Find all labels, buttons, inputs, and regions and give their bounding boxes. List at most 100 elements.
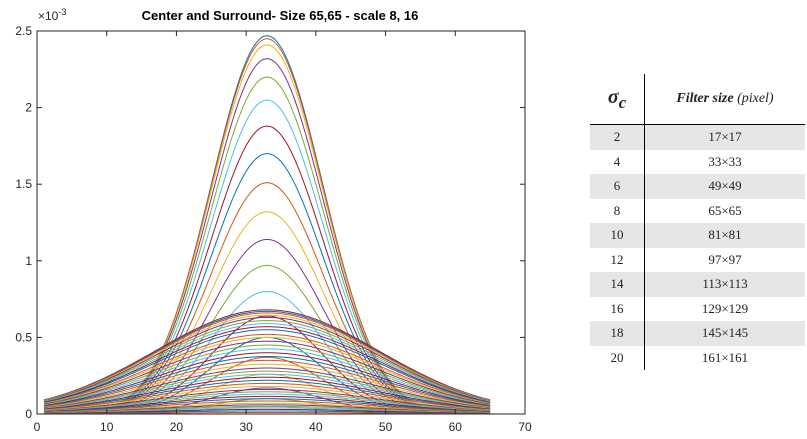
- x-tick-label: 60: [449, 420, 463, 434]
- x-tick-label: 0: [34, 420, 41, 434]
- table-body: 2 17×17 4 33×33 6 49×49 8 65×65 10 81×81 12 97×97 14…: [590, 124, 805, 370]
- curve-sigma16-31: [43, 400, 491, 413]
- filter-size-header-unit: (pixel): [733, 91, 774, 106]
- curve-sigma16-1: [43, 309, 491, 401]
- curve-sigma16-35: [43, 407, 491, 414]
- sigma-cell: 12: [590, 247, 645, 272]
- y-tick-label: 0: [25, 407, 32, 421]
- sigma-cell: 18: [590, 321, 645, 346]
- curve-sigma16-29: [43, 395, 491, 413]
- curve-sigma16-4: [43, 314, 491, 402]
- sigma-cell: 8: [590, 198, 645, 223]
- curve-sigma16-36: [43, 408, 491, 414]
- curve-sigma16-21: [43, 373, 491, 410]
- filter-size-cell: 33×33: [708, 153, 742, 169]
- table-row: 14 113×113: [590, 272, 805, 297]
- table-row: 2 17×17: [590, 124, 805, 150]
- filter-size-table: σc Filter size (pixel) 2 17×17 4 33×33 6 49×4…: [590, 74, 805, 370]
- table-row: 12 97×97: [590, 247, 805, 272]
- curve-sigma16-15: [43, 352, 491, 407]
- curve-group: [43, 35, 491, 415]
- curve-sigma8-6: [43, 99, 491, 415]
- y-tick-label: 0.5: [15, 330, 32, 344]
- curve-sigma16-27: [43, 391, 491, 412]
- curve-sigma16-34: [43, 405, 491, 414]
- filter-size-cell: 129×129: [701, 300, 749, 316]
- curve-sigma16-24: [43, 382, 491, 411]
- curve-sigma16-32: [43, 402, 491, 414]
- curve-sigma16-18: [43, 363, 491, 408]
- curve-sigma16-16: [43, 356, 491, 407]
- y-exponent-power: -3: [58, 7, 66, 17]
- filter-size-cell: 65×65: [708, 202, 742, 218]
- curve-sigma16-2: [43, 310, 491, 401]
- curve-sigma8-5: [43, 76, 491, 415]
- curve-sigma16-17: [43, 359, 491, 408]
- y-exponent-label: ×10-3: [38, 7, 66, 23]
- tick-group: 0 10 20 30 40 50 60 70 0 0.5 1 1.5 2 2.5: [15, 24, 532, 434]
- y-tick-label: 1: [25, 254, 32, 268]
- curve-sigma16-20: [43, 370, 491, 409]
- y-tick-label: 2: [25, 101, 32, 115]
- x-tick-label: 20: [170, 420, 184, 434]
- curve-sigma16-23: [43, 379, 491, 410]
- filter-size-cell: 113×113: [644, 272, 805, 297]
- curve-sigma16-26: [43, 388, 491, 412]
- sigma-subscript: c: [618, 92, 627, 112]
- curve-sigma16-8: [43, 326, 491, 403]
- curve-sigma16-5: [43, 316, 491, 402]
- axes-group: [36, 30, 526, 415]
- curve-sigma16-7: [43, 323, 491, 403]
- table-row: 18 145×145: [590, 321, 805, 346]
- y-exponent-base: ×10: [38, 9, 59, 23]
- curve-sigma16-10: [43, 333, 491, 404]
- x-tick-label: 70: [518, 420, 532, 434]
- sigma-cell: 14: [590, 272, 645, 297]
- x-tick-label: 50: [379, 420, 393, 434]
- curve-sigma16-22: [43, 376, 491, 410]
- curve-sigma16-9: [43, 329, 491, 404]
- sigma-cell: 6: [590, 174, 645, 199]
- filter-size-cell: 145×145: [644, 321, 805, 346]
- filter-size-cell: 161×161: [701, 349, 749, 365]
- sigma-column-header: σc: [590, 74, 645, 125]
- sigma-symbol: σ: [607, 85, 619, 108]
- filter-size-cell: 97×97: [708, 251, 742, 267]
- sigma-cell: 20: [590, 345, 645, 370]
- plot-frame: [36, 30, 526, 415]
- curve-sigma16-33: [43, 404, 491, 414]
- chart-title: Center and Surround- Size 65,65 - scale …: [142, 8, 419, 23]
- sigma-cell: 4: [590, 149, 645, 174]
- filter-size-column-header: Filter size (pixel): [644, 74, 805, 125]
- table-row: 16 129×129: [590, 296, 805, 321]
- filter-size-cell: 17×17: [644, 124, 805, 150]
- y-tick-label: 2.5: [15, 24, 32, 38]
- sigma-cell: 16: [590, 296, 645, 321]
- sigma-cell: 10: [590, 223, 645, 248]
- curve-sigma16-3: [43, 312, 491, 401]
- filter-size-cell: 81×81: [644, 223, 805, 248]
- table-row: 6 49×49: [590, 174, 805, 199]
- curve-sigma16-6: [43, 320, 491, 402]
- gaussian-profile-chart: 0 10 20 30 40 50 60 70 0 0.5 1 1.5 2 2.5 Center and S…: [15, 7, 532, 434]
- curve-sigma16-19: [43, 367, 491, 409]
- x-tick-label: 10: [100, 420, 114, 434]
- table-header-row: σc Filter size (pixel): [590, 74, 805, 125]
- curve-sigma16-12: [43, 340, 491, 405]
- table-row: 8 65×65: [590, 198, 805, 223]
- curve-sigma16-30: [43, 398, 491, 413]
- table-row: 4 33×33: [590, 149, 805, 174]
- curve-sigma16-28: [43, 393, 491, 412]
- curve-sigma16-13: [43, 344, 491, 406]
- y-tick-label: 1.5: [15, 177, 32, 191]
- table-row: 10 81×81: [590, 223, 805, 248]
- curve-sigma16-14: [43, 348, 491, 406]
- chart-svg: 0 10 20 30 40 50 60 70 0 0.5 1 1.5 2 2.5 Center and S…: [15, 7, 532, 434]
- curve-sigma16-11: [43, 336, 491, 405]
- curve-sigma16-37: [43, 410, 491, 415]
- table-row: 20 161×161: [590, 345, 805, 370]
- x-tick-label: 30: [239, 420, 253, 434]
- filter-size-header-bold: Filter size: [676, 91, 734, 106]
- filter-size-cell: 49×49: [644, 174, 805, 199]
- curve-sigma16-38: [43, 411, 491, 415]
